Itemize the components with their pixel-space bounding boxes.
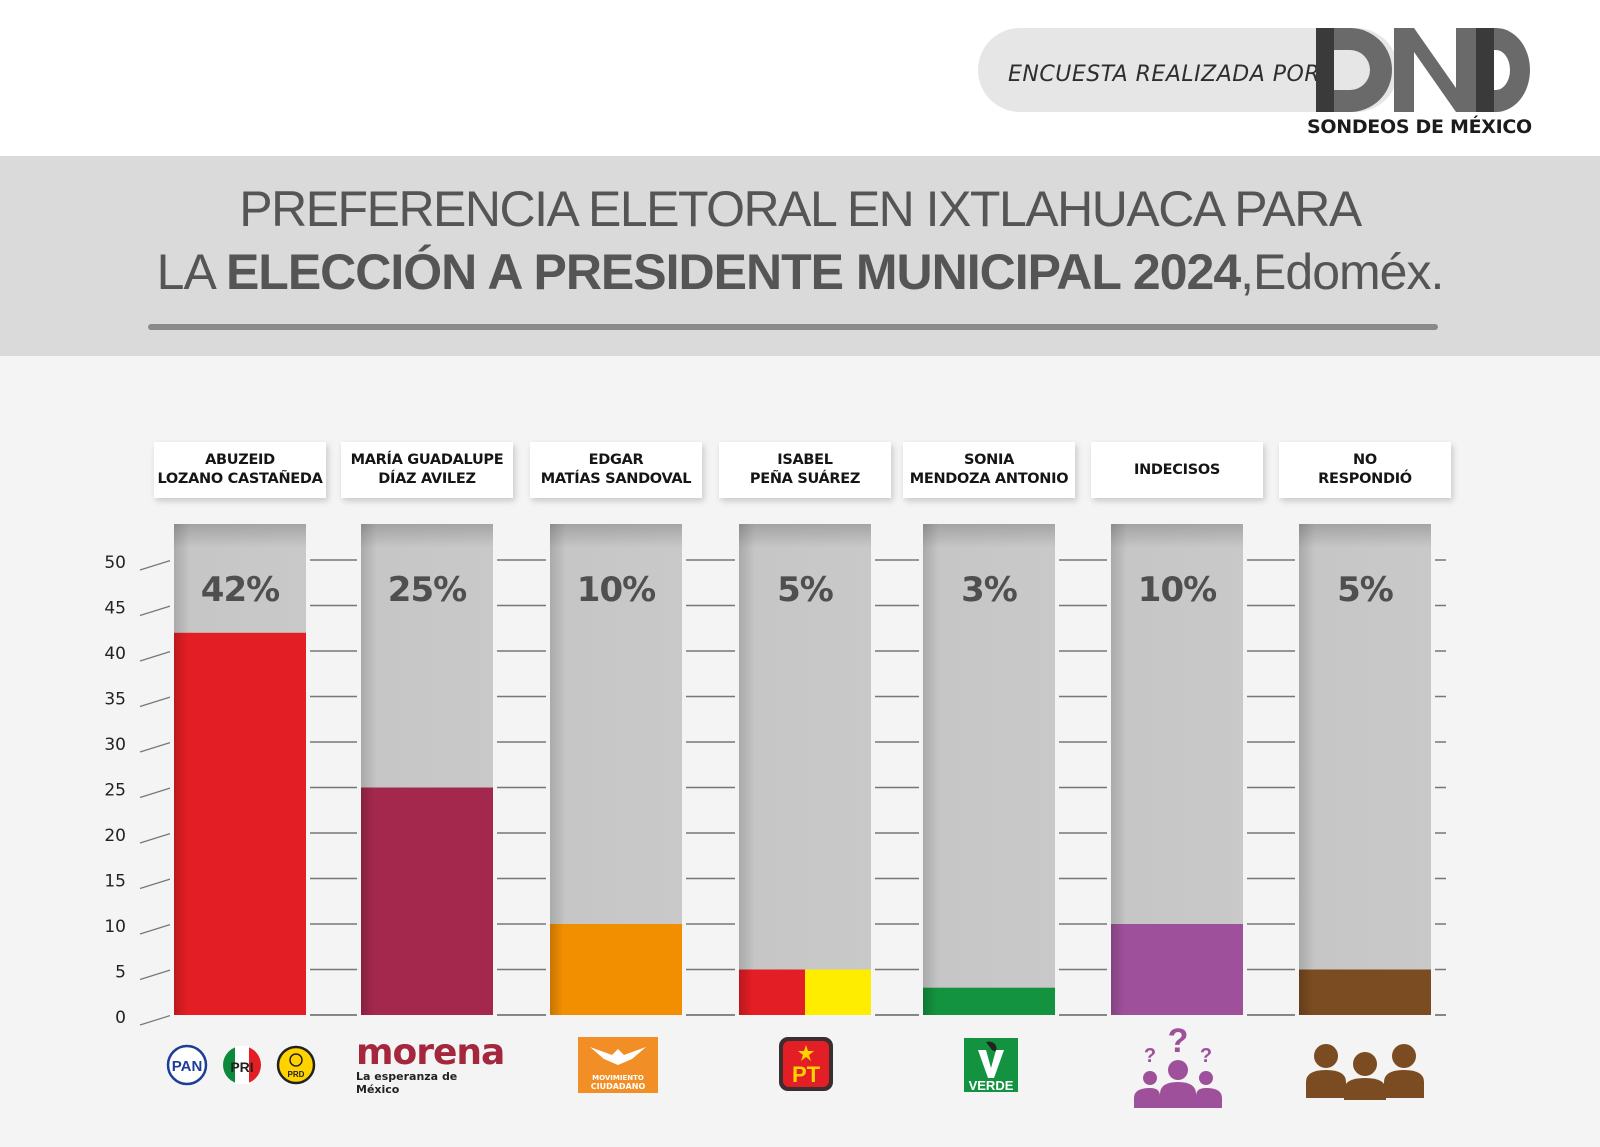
no-answer-people-icon <box>1306 1044 1424 1100</box>
value-label: 3% <box>961 570 1017 610</box>
value-label: 5% <box>1337 570 1393 610</box>
title-line-2-prefix: LA <box>156 244 226 300</box>
y-tick-line <box>139 559 173 571</box>
bar-track <box>923 524 1055 1015</box>
prd-logo-text: PRD <box>288 1070 305 1079</box>
y-tick-label: 50 <box>104 553 126 573</box>
category-label: SONIA MENDOZA ANTONIO <box>903 442 1075 498</box>
y-tick-label: 25 <box>104 781 126 801</box>
y-tick-label: 10 <box>104 917 126 937</box>
y-tick-line <box>139 968 173 981</box>
category-label: EDGAR MATÍAS SANDOVAL <box>530 442 702 498</box>
morena-logo: morena La esperanza de México <box>356 1032 505 1097</box>
v-mark-icon <box>978 1050 1004 1078</box>
title-line-2-suffix: ,Edoméx. <box>1240 244 1444 300</box>
bar-fill-shade <box>923 987 1055 1015</box>
title-line-2: LA ELECCIÓN A PRESIDENTE MUNICIPAL 2024,… <box>0 243 1600 301</box>
dnd-logo-d1 <box>1334 28 1392 112</box>
title-band <box>0 156 1600 356</box>
pan-logo: PAN <box>166 1044 208 1086</box>
y-tick-line <box>139 877 173 890</box>
bar-fill-shade <box>174 632 306 1015</box>
category-label: ISABEL PEÑA SUÁREZ <box>719 442 891 498</box>
y-tick-label: 5 <box>115 963 126 983</box>
y-tick-label: 35 <box>104 690 126 710</box>
bar-fill-shade <box>361 787 493 1015</box>
star-icon <box>798 1045 814 1061</box>
value-label: 25% <box>388 570 466 610</box>
y-tick-line <box>139 650 173 662</box>
bar-track-shadow <box>1111 524 1243 548</box>
bar-fill-shade <box>1111 924 1243 1015</box>
pri-logo: PRI <box>223 1046 261 1084</box>
bar-track-shadow <box>361 524 493 548</box>
y-tick-label: 30 <box>104 735 126 755</box>
bar-track-shadow <box>739 524 871 548</box>
dnd-logo-n <box>1394 28 1476 112</box>
mc-logo: MOVIMIENTO CIUDADANO <box>578 1037 658 1093</box>
category-label: NO RESPONDIÓ <box>1279 442 1451 498</box>
category-label: INDECISOS <box>1091 442 1263 498</box>
eagle-icon <box>590 1047 646 1065</box>
bar-track-shadow <box>923 524 1055 548</box>
pan-logo-text: PAN <box>172 1058 203 1075</box>
brand-subtitle: SONDEOS DE MÉXICO <box>1307 116 1532 138</box>
verde-logo: VERDE <box>964 1038 1018 1092</box>
title-line-1: PREFERENCIA ELETORAL EN IXTLAHUACA PARA <box>239 181 1362 237</box>
survey-by-text: ENCUESTA REALIZADA POR <box>1008 62 1321 87</box>
value-label: 42% <box>201 570 279 610</box>
y-tick-line <box>139 1014 173 1026</box>
pri-logo-text: PRI <box>230 1059 253 1075</box>
toucan-icon <box>986 1041 997 1052</box>
prd-logo: PRD <box>276 1045 316 1085</box>
bar-fill-shade <box>550 924 682 1015</box>
category-label: MARÍA GUADALUPE DÍAZ AVILEZ <box>341 442 513 498</box>
title-divider <box>148 324 1438 330</box>
bar-fill-shade <box>1299 969 1431 1015</box>
category-label: ABUZEID LOZANO CASTAÑEDA <box>154 442 326 498</box>
pt-logo-text: PT <box>792 1062 821 1087</box>
y-tick-label: 45 <box>104 599 126 619</box>
dnd-logo-bar-1 <box>1316 28 1334 112</box>
bar-track-shadow <box>1299 524 1431 548</box>
verde-logo-text: VERDE <box>969 1078 1014 1092</box>
mc-logo-line2: CIUDADANO <box>590 1082 646 1091</box>
y-tick-line <box>139 786 173 799</box>
bar-track-shadow <box>174 524 306 548</box>
question-mark-icon: ? <box>1144 1045 1156 1067</box>
question-mark-icon: ? <box>1200 1045 1212 1067</box>
y-tick-line <box>139 741 173 753</box>
bar-track <box>1299 524 1431 1015</box>
morena-logo-subtitle: La esperanza de México <box>356 1070 458 1096</box>
value-label: 5% <box>777 570 833 610</box>
value-label: 10% <box>577 570 655 610</box>
question-mark-icon: ? <box>1168 1022 1189 1060</box>
y-tick-line <box>139 832 173 844</box>
y-tick-label: 0 <box>115 1008 126 1028</box>
pt-logo: PT <box>779 1037 833 1091</box>
y-tick-line <box>139 604 173 617</box>
y-tick-label: 40 <box>104 644 126 664</box>
bar-fill-shade <box>739 969 871 1015</box>
y-tick-line <box>139 695 173 708</box>
dnd-logo <box>1316 28 1530 112</box>
y-tick-line <box>139 923 173 935</box>
mc-logo-line1: MOVIMIENTO <box>592 1074 644 1082</box>
morena-logo-text: morena <box>356 1032 505 1073</box>
y-tick-label: 15 <box>104 872 126 892</box>
title-line-2-bold: ELECCIÓN A PRESIDENTE MUNICIPAL 2024 <box>225 244 1241 300</box>
value-label: 10% <box>1138 570 1216 610</box>
dnd-logo-d2 <box>1494 28 1530 112</box>
bar-track <box>739 524 871 1015</box>
y-tick-label: 20 <box>104 826 126 846</box>
undecided-people-icon: ? ? ? <box>1134 1022 1222 1108</box>
dnd-logo-bar-2 <box>1476 28 1494 112</box>
bar-track-shadow <box>550 524 682 548</box>
